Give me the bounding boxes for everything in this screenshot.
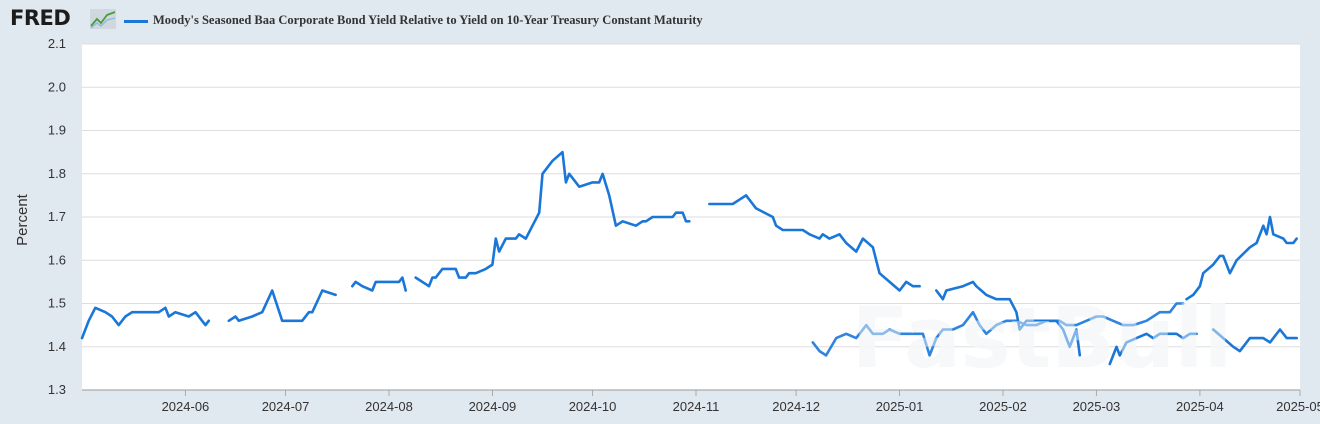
y-tick-label: 1.4	[48, 339, 66, 354]
y-tick-label: 1.5	[48, 296, 66, 311]
legend-label: Moody's Seasoned Baa Corporate Bond Yiel…	[153, 13, 703, 27]
series-line-segment	[1211, 328, 1298, 353]
y-tick-label: 2.0	[48, 79, 66, 94]
series-line-segment	[1108, 332, 1198, 366]
y-tick-label: 1.7	[48, 209, 66, 224]
y-tick-label: 1.3	[48, 382, 66, 397]
y-tick-label: 2.1	[48, 36, 66, 51]
series-line-segment	[934, 280, 1082, 357]
y-axis-title: Percent	[14, 193, 31, 246]
fastbull-watermark: FastBull	[852, 289, 1233, 387]
y-tick-label: 1.9	[48, 123, 66, 138]
fred-chart-icon	[90, 9, 116, 29]
series-line-segment	[350, 276, 408, 292]
x-tick-label: 2024-10	[569, 399, 617, 414]
fastbull-watermark-overlay: FastBull	[852, 289, 1233, 387]
x-tick-label: 2024-08	[365, 399, 413, 414]
x-tick-label: 2025-05	[1276, 399, 1320, 414]
x-tick-label: 2024-12	[772, 399, 820, 414]
x-tick-label: 2024-11	[673, 399, 720, 414]
series-line-segment	[80, 306, 211, 340]
fred-logo[interactable]: FRED	[10, 6, 71, 30]
x-tick-label: 2025-04	[1176, 399, 1224, 414]
series-group	[80, 150, 1298, 366]
chart-header: FRED Moody's Seasoned Baa Corporate Bond…	[0, 0, 1320, 44]
x-tick-label: 2024-07	[262, 399, 310, 414]
series-line-segment	[708, 194, 921, 292]
legend-swatch	[124, 20, 148, 23]
x-tick-label: 2024-06	[162, 399, 210, 414]
x-tick-label: 2024-09	[469, 399, 517, 414]
y-tick-label: 1.8	[48, 166, 66, 181]
x-tick-label: 2025-03	[1073, 399, 1121, 414]
x-tick-label: 2025-01	[876, 399, 924, 414]
x-tick-label: 2025-02	[979, 399, 1027, 414]
y-tick-label: 1.6	[48, 252, 66, 267]
